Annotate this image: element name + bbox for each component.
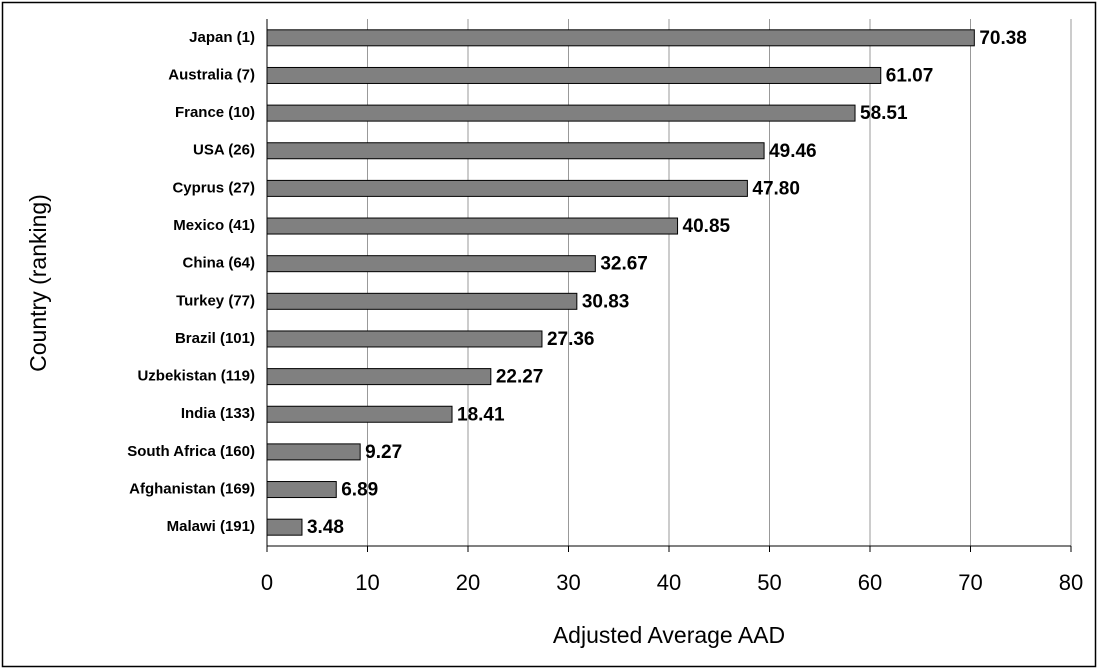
x-tick-label: 10 [355, 570, 379, 595]
y-tick-label: Malawi (191) [167, 518, 255, 535]
bar [267, 519, 302, 535]
bar [267, 444, 360, 460]
value-label: 27.36 [547, 329, 595, 350]
x-tick-label: 0 [261, 570, 273, 595]
x-tick-label: 20 [456, 570, 480, 595]
y-tick-label: Afghanistan (169) [129, 481, 255, 498]
bar [267, 369, 491, 385]
value-label: 49.46 [769, 141, 817, 162]
y-tick-label: Australia (7) [168, 66, 255, 83]
bar [267, 256, 595, 272]
value-label: 70.38 [979, 28, 1027, 49]
bar [267, 218, 678, 234]
bar [267, 331, 542, 347]
value-label: 40.85 [683, 216, 731, 237]
y-tick-label: Cyprus (27) [172, 179, 255, 196]
value-label: 47.80 [752, 178, 800, 199]
x-tick-label: 80 [1059, 570, 1083, 595]
bar [267, 67, 881, 83]
value-label: 22.27 [496, 367, 544, 388]
value-label: 30.83 [582, 291, 630, 312]
y-tick-label: India (133) [181, 405, 255, 422]
value-label: 9.27 [365, 442, 402, 463]
value-label: 18.41 [457, 404, 505, 425]
y-axis-title: Country (ranking) [25, 194, 51, 372]
value-label: 32.67 [600, 254, 648, 275]
x-tick-label: 50 [757, 570, 781, 595]
value-label: 3.48 [307, 517, 344, 538]
y-tick-label: Turkey (77) [176, 292, 255, 309]
bar [267, 143, 764, 159]
y-tick-label: China (64) [182, 255, 255, 272]
bar [267, 180, 747, 196]
x-tick-label: 30 [556, 570, 580, 595]
x-tick-label: 70 [958, 570, 982, 595]
value-label: 58.51 [860, 103, 908, 124]
y-tick-label: Japan (1) [189, 29, 255, 46]
bar [267, 30, 974, 46]
y-tick-label: Mexico (41) [173, 217, 255, 234]
x-tick-label: 60 [858, 570, 882, 595]
bar [267, 406, 452, 422]
y-tick-label: France (10) [175, 104, 255, 121]
bar [267, 293, 577, 309]
y-tick-label: USA (26) [193, 142, 255, 159]
y-tick-label: Uzbekistan (119) [137, 368, 255, 385]
bar [267, 482, 336, 498]
value-label: 61.07 [886, 65, 934, 86]
x-axis-title: Adjusted Average AAD [553, 622, 785, 648]
x-tick-label: 40 [657, 570, 681, 595]
value-label: 6.89 [341, 480, 378, 501]
y-tick-label: Brazil (101) [175, 330, 255, 347]
y-tick-label: South Africa (160) [127, 443, 255, 460]
bar [267, 105, 855, 121]
